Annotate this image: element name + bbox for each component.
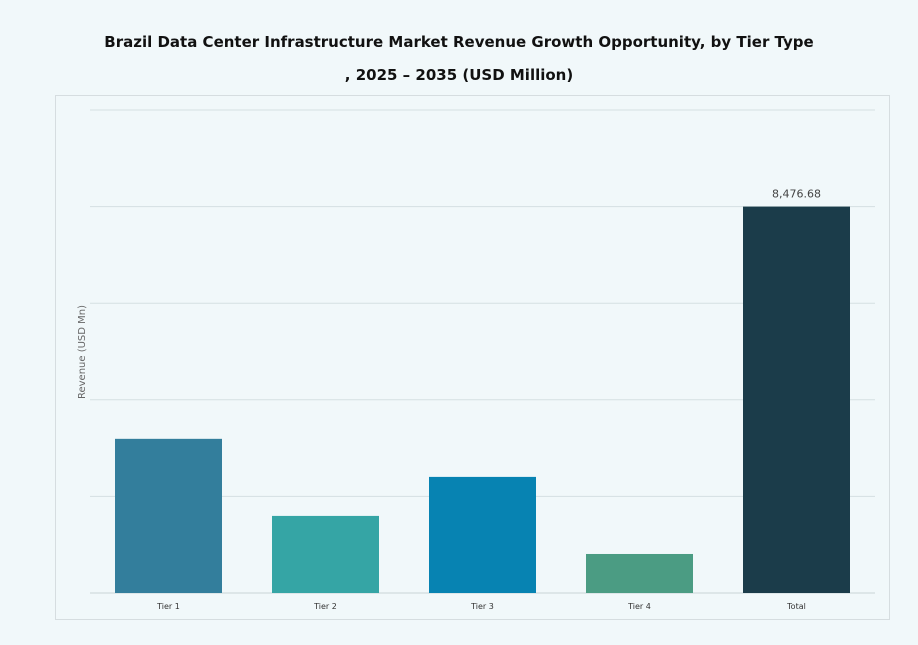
bar-tier-1 — [115, 438, 222, 593]
chart-title-line1: Brazil Data Center Infrastructure Market… — [104, 33, 814, 51]
x-tick-label: Total — [786, 602, 806, 611]
x-tick-label: Tier 2 — [313, 602, 337, 611]
x-tick-label: Tier 1 — [156, 602, 180, 611]
data-label: 8,476.68 — [772, 188, 821, 201]
y-axis-label: Revenue (USD Mn) — [77, 305, 88, 399]
bars: Tier 1 Tier 2 Tier 3 Tier 4 Total 8,476.68 — [115, 188, 850, 611]
bar-tier-4 — [586, 553, 693, 593]
chart-title-line2: , 2025 – 2035 (USD Million) — [344, 66, 574, 84]
x-tick-label: Tier 3 — [470, 602, 494, 611]
x-tick-label: Tier 4 — [627, 602, 651, 611]
bar-tier-3 — [429, 476, 536, 593]
bar-tier-2 — [272, 515, 379, 593]
bar-total — [743, 206, 850, 593]
